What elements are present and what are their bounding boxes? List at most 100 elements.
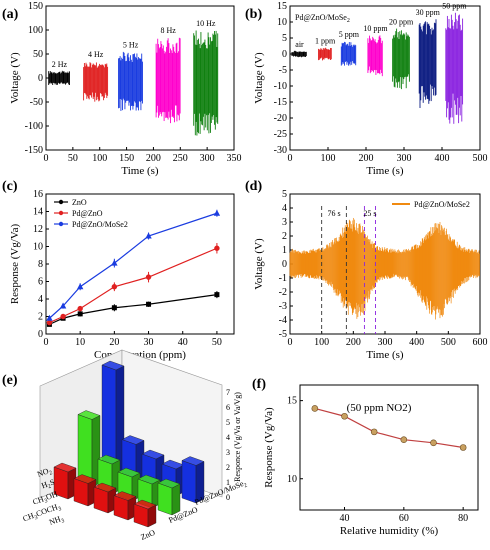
panel-f: (f) 40 60 80 10 15 Relative humidity (%) Respon… [252,377,479,537]
panel-e-bar-top [113,491,137,501]
panel-e-material-label: ZnO [139,528,156,542]
panel-a-ytick-label: 50 [33,49,43,60]
panel-c-legend-label: Pd@ZnO/MoSe2 [72,220,128,229]
panel-b-series-label: 20 ppm [389,17,414,26]
panel-c-ytick-label: 16 [33,189,43,200]
panel-f-point [430,439,437,447]
panel-b-series-label: 5 ppm [339,30,360,39]
panel-c-point [145,232,152,239]
panel-a-series-3 [155,37,181,124]
panel-e-bar-top [101,360,125,371]
panel-e-bar-top [117,467,141,478]
panel-e-gas-label: NH3 [48,513,65,528]
panel-a-xlabel: Time (s) [121,165,159,177]
panel-b-series-1 [318,47,332,61]
panel-e-bar-top [141,449,165,460]
panel-e-gas-sub: 3 [57,506,62,513]
panel-a-series-label: 10 Hz [196,19,216,28]
panel-a-ytick-label: -150 [25,145,43,156]
panel-f-xlabel: Relative humidity (%) [340,525,439,537]
panel-c-ytick-label: 2 [38,312,43,323]
panel-e-gas-part: H [40,480,49,491]
panel-b-ytick-label: 5 [282,33,287,44]
panel-e-ztick-label: 0 [226,493,230,502]
panel-a-ytick-label: -100 [25,121,43,132]
panel-a-series-0 [48,70,70,86]
panel-d-ylabel: Voltage (V) [253,238,265,290]
panel-c-series-line [49,294,217,325]
panel-b-series-label: 10 ppm [363,24,388,33]
panel-b-series-label: air [295,40,304,49]
panel-a: (a) 0 50 100 150 200 250 300 350 -150 -100 -50 0 50 10… [2,1,242,177]
panel-a-ylabel: Voltage (V) [9,52,21,104]
panel-a-series-label: 2 Hz [52,60,68,69]
panel-d-xtick-label: 600 [473,337,488,348]
panel-d-ytick-label: -2 [279,287,287,298]
panel-a-xtick-label: 300 [200,153,215,164]
panel-a-series-label: 4 Hz [88,50,104,59]
panel-a-xtick-label: 250 [173,153,188,164]
panel-e-label: (e) [2,373,18,388]
panel-d-xtick-label: 200 [346,337,361,348]
panel-f-ytick-label: 15 [287,396,297,407]
panel-c-ytick-label: 12 [33,224,43,235]
panel-b-series-label: 30 ppm [416,8,441,17]
panel-b-ytick-label: 15 [277,1,287,12]
panel-d-xtick-label: 500 [441,337,456,348]
panel-e-ztick-label: 4 [226,433,230,442]
panel-d-xtick-label: 100 [314,337,329,348]
panel-e-gas-label: NO2 [36,465,53,480]
panel-b-ytick-label: -30 [274,145,287,156]
panel-a-label: (a) [2,7,19,22]
panel-f-point [459,444,467,451]
panel-e-ztick-label: 2 [226,463,230,472]
panel-e-gas-part: S [48,477,55,487]
panel-e-gas-label: H2S [40,477,56,492]
panel-b-series-5 [418,19,437,108]
panel-c-xtick-label: 20 [109,337,119,348]
panel-e-bar-top [53,462,77,473]
panel-e-bar-side [171,483,181,516]
panel-c-point [46,314,53,321]
panel-c-xtick-label: 30 [144,337,154,348]
panel-e-bar-top [73,474,97,484]
panel-e-ztick-label: 5 [226,418,230,427]
panel-d-ytick-label: 1 [282,245,287,256]
panel-e-gas-sub: 3 [44,498,49,505]
panel-a-xtick-label: 150 [119,153,134,164]
panel-e-gas-label: CH3OH [31,489,59,508]
panel-e-bar-top [97,454,121,465]
panel-e-bar-top [137,474,161,485]
panel-b-series-2 [340,41,357,66]
panel-c-ytick-label: 14 [33,207,43,218]
panel-f-point [341,412,348,420]
panel-c-point [214,245,220,251]
panel-f-point [400,436,408,443]
panel-c-point [76,283,84,290]
panel-b: (b) 0 100 200 300 400 500 -30 -25 -20 -15 -10 -5 0 5 10… [245,1,488,177]
panel-c-xtick-label: 0 [44,337,49,348]
panel-a-xtick-label: 200 [146,153,161,164]
panel-d-xtick-label: 0 [288,337,293,348]
panel-c-ytick-label: 10 [33,242,43,253]
panel-b-series-6 [445,12,464,124]
panel-e-gas-part: NO [36,466,50,478]
panel-e-ztick-label: 3 [226,448,230,457]
panel-e-ztick-label: 1 [226,478,230,487]
panel-d-ytick-label: 3 [282,217,287,228]
panel-f-xtick-label: 40 [340,513,350,524]
panel-d-annotation: 25 s [363,209,376,218]
panel-e-material-sub: 2 [243,483,248,490]
panel-a-series-label: 5 Hz [123,41,139,50]
panel-c-ytick-label: 8 [38,259,43,270]
panel-b-xtick-label: 100 [321,153,336,164]
panel-c-legend-marker [58,221,64,227]
panel-e-gas-part: CH [31,494,45,506]
panel-e-ztick-label: 7 [226,388,230,397]
panel-e-bar-top [181,456,205,466]
panel-b-ytick-label: 0 [282,49,287,60]
panel-a-xtick-label: 0 [44,153,49,164]
panel-a-series-1 [83,62,109,102]
